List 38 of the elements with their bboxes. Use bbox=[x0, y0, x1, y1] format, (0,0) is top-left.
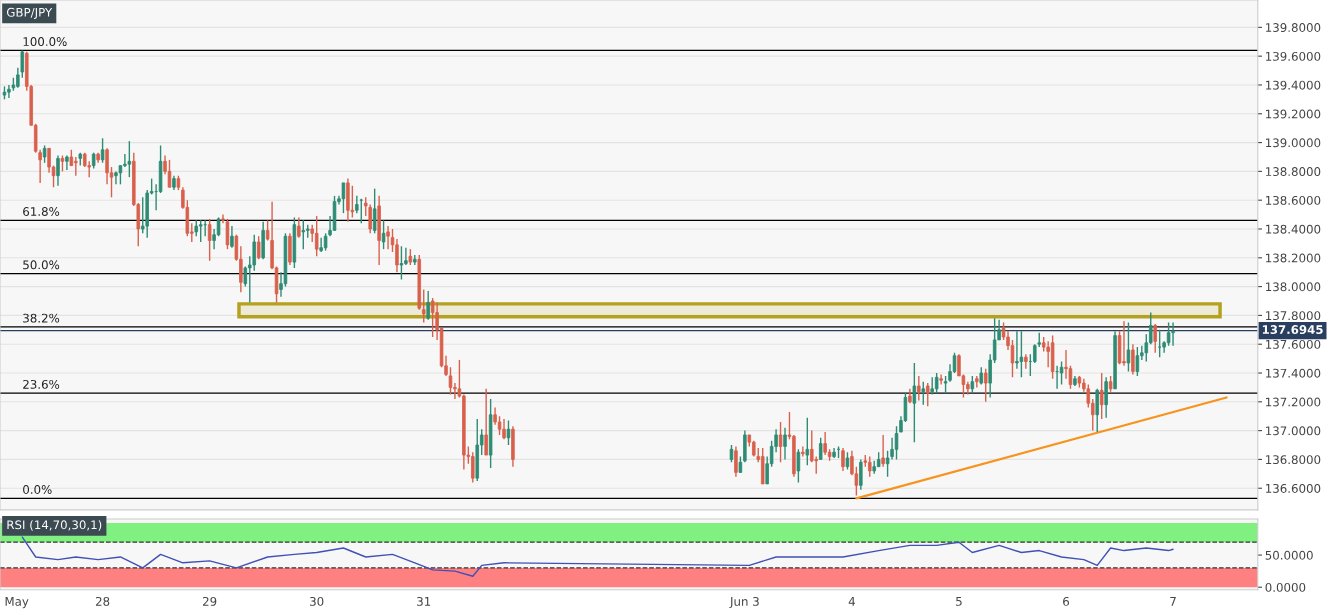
y-tick-label: 139.4000 bbox=[1266, 80, 1321, 90]
x-tick-label: May bbox=[5, 597, 29, 609]
y-tick-label: 137.2000 bbox=[1266, 397, 1321, 407]
y-tick-label: 138.0000 bbox=[1266, 282, 1321, 292]
y-tick-label: 139.6000 bbox=[1266, 51, 1321, 61]
y-tick-label: 136.8000 bbox=[1266, 455, 1321, 465]
annotation: 38.2% bbox=[23, 313, 60, 323]
x-tick-label: 5 bbox=[956, 597, 962, 606]
ref-line-label: 137.6945 bbox=[1262, 325, 1323, 335]
y-tick-label: 139.2000 bbox=[1266, 109, 1321, 119]
x-tick-label: Jun 3 bbox=[729, 596, 759, 609]
y-tick-label: 136.6000 bbox=[1266, 483, 1321, 493]
y-tick-label: 138.8000 bbox=[1266, 167, 1321, 177]
y-tick-label: 138.4000 bbox=[1266, 224, 1321, 234]
y-tick-label: 139.0000 bbox=[1266, 138, 1321, 148]
y-tick-label: 138.2000 bbox=[1266, 253, 1321, 263]
y-tick-label: 137.4000 bbox=[1266, 368, 1321, 378]
y-tick-label: 137.8000 bbox=[1266, 311, 1321, 321]
y-tick-label: 50.0000 bbox=[1265, 550, 1313, 560]
y-tick-label: 137.6000 bbox=[1266, 339, 1321, 349]
text: GBP/JPY bbox=[6, 7, 53, 19]
y-tick-label: 139.8000 bbox=[1266, 23, 1321, 33]
y-tick-label: 137.0000 bbox=[1266, 426, 1321, 436]
x-tick-label: 28 bbox=[95, 596, 110, 606]
annotation: 50.0% bbox=[23, 260, 60, 270]
annotation: 0.0% bbox=[23, 485, 52, 494]
x-tick-label: 31 bbox=[417, 596, 431, 606]
annotation: 23.6% bbox=[23, 379, 60, 389]
x-tick-label: 6 bbox=[1063, 596, 1070, 606]
y-tick-label: 138.6000 bbox=[1266, 195, 1321, 205]
x-tick-label: 29 bbox=[202, 596, 217, 606]
x-tick-label: 30 bbox=[310, 596, 324, 606]
x-tick-label: 4 bbox=[848, 597, 855, 606]
chart-title: RSI (14,70,30,1) bbox=[7, 520, 102, 531]
y-tick-label: 0.0000 bbox=[1265, 582, 1306, 592]
annotation: 61.8% bbox=[23, 207, 60, 216]
annotation: 100.0% bbox=[23, 37, 67, 47]
x-tick-label: 7 bbox=[1170, 597, 1176, 606]
